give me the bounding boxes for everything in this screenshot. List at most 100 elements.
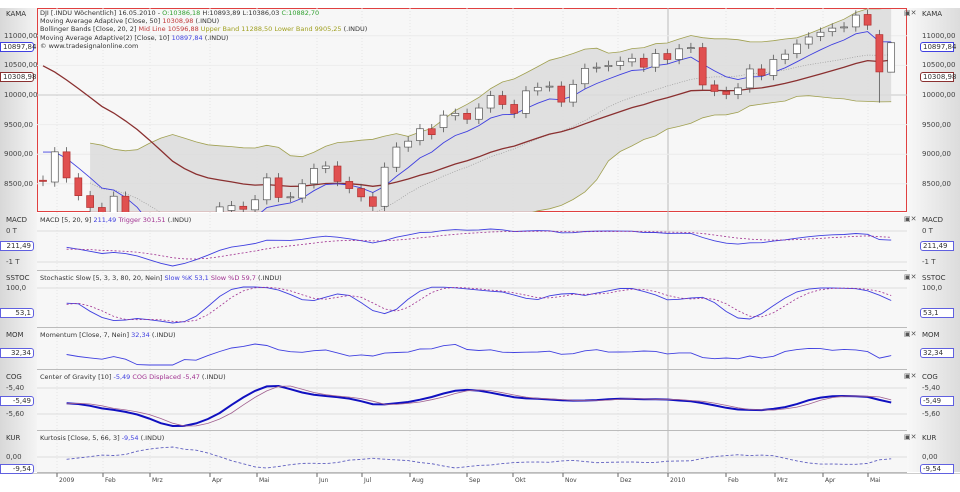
candle-up xyxy=(392,146,401,168)
candle-up xyxy=(439,114,448,128)
right-panel-name-macd[interactable]: MACD xyxy=(922,216,943,224)
left-panel-name-mom[interactable]: MOM xyxy=(6,331,24,339)
legend-line[interactable]: Stochastic Slow [5, 3, 3, 80, 20, Nein] … xyxy=(40,274,282,282)
legend-line[interactable]: Kurtosis [Close, 5, 66, 3] -9,54 (.INDU) xyxy=(40,434,164,442)
sstoc-series-1 xyxy=(66,286,892,323)
left-indicator-tick: 100,0 xyxy=(6,284,27,292)
left-price-tick: 9000,00 xyxy=(4,150,33,159)
kur-plot xyxy=(37,446,907,469)
mom-legend: Momentum [Close, 7, Nein] 32,34 (.INDU) xyxy=(40,331,176,339)
candle-up xyxy=(486,95,495,109)
right-panel-name-cog[interactable]: COG xyxy=(922,373,938,381)
panel-controls-icon[interactable]: ▣✕ xyxy=(904,9,917,17)
candle-up xyxy=(616,60,625,66)
panel-controls-icon[interactable]: ▣✕ xyxy=(904,330,917,338)
time-axis-label: Okt xyxy=(515,477,526,484)
mom-panel[interactable] xyxy=(37,328,907,370)
left-indicator-tick: -5,40 xyxy=(6,384,25,392)
legend-text: (.INDU) xyxy=(255,274,282,282)
candle-down xyxy=(62,151,71,179)
right-panel-name-sstoc[interactable]: SSTOC xyxy=(922,274,946,282)
right-price-tick: 11000,00 xyxy=(922,31,956,40)
kur-series-0 xyxy=(66,446,892,469)
left-panel-name-kur[interactable]: KUR xyxy=(6,434,21,442)
candle-up xyxy=(475,107,483,120)
candle-up xyxy=(769,59,778,76)
left-indicator-tick: -1 T xyxy=(6,258,20,266)
legend-text: (.INDU) xyxy=(149,331,176,339)
time-axis-label: Apr xyxy=(212,477,223,484)
left-sstoc-marker: 53,1 xyxy=(0,308,34,318)
right-panel-name-kama[interactable]: KAMA xyxy=(922,10,943,18)
sstoc-panel[interactable] xyxy=(37,271,907,328)
right-price-tick: 8500,00 xyxy=(922,179,951,188)
candle-up xyxy=(592,66,601,69)
candle-up xyxy=(404,140,413,148)
candle-down xyxy=(498,95,507,105)
left-macd-marker: 211,49 xyxy=(0,241,34,251)
left-panel-name-cog[interactable]: COG xyxy=(6,373,22,381)
legend-text: Bollinger Bands [Close, 20, 2] xyxy=(40,25,139,34)
left-panel-name-macd[interactable]: MACD xyxy=(6,216,27,224)
legend-line[interactable]: Center of Gravity [10] -5,49 COG Displac… xyxy=(40,373,226,381)
candle-down xyxy=(710,84,719,92)
panel-controls-icon[interactable]: ▣✕ xyxy=(904,273,917,281)
macd-panel[interactable] xyxy=(37,213,907,271)
candle-up xyxy=(569,83,577,103)
time-axis-label: Dez xyxy=(620,477,632,484)
legend-text: © www.tradesignalonline.com xyxy=(40,41,139,50)
candle-down xyxy=(98,207,106,212)
legend-line[interactable]: © www.tradesignalonline.com xyxy=(40,42,367,50)
candle-down xyxy=(722,91,731,95)
panel-controls-icon[interactable]: ▣✕ xyxy=(904,433,917,441)
candle-down xyxy=(863,14,872,26)
macd-series-1 xyxy=(66,230,892,260)
left-price-axis[interactable] xyxy=(0,8,37,472)
right-panel-name-kur[interactable]: KUR xyxy=(922,434,937,442)
time-axis[interactable] xyxy=(0,473,960,492)
macd-plot xyxy=(37,228,907,267)
right-indicator-tick: -5,60 xyxy=(922,410,941,418)
candle-up xyxy=(675,48,683,60)
candle-up xyxy=(781,53,789,60)
candle-down xyxy=(39,179,47,182)
legend-text: 10897,84 xyxy=(171,33,203,42)
candle-down xyxy=(357,188,365,198)
left-panel-name-sstoc[interactable]: SSTOC xyxy=(6,274,30,282)
cog-legend: Center of Gravity [10] -5,49 COG Displac… xyxy=(40,373,226,381)
left-price-tick: 9500,00 xyxy=(4,120,33,129)
legend-line[interactable]: Moving Average Adaptive(2) [Close, 10] 1… xyxy=(40,34,367,42)
cog-plot xyxy=(37,384,907,428)
candle-down xyxy=(345,181,354,189)
legend-line[interactable]: Momentum [Close, 7, Nein] 32,34 (.INDU) xyxy=(40,331,176,339)
right-cog-marker: -5,49 xyxy=(920,396,954,406)
legend-line[interactable]: DJI [.INDU Wöchentlich] 16.05.2010 - O:1… xyxy=(40,9,367,17)
time-axis-label: Jul xyxy=(364,477,372,484)
legend-text: C:10882,70 xyxy=(281,9,320,17)
mom-series-0 xyxy=(66,343,892,366)
panel-controls-icon[interactable]: ▣✕ xyxy=(904,372,917,380)
candle-down xyxy=(510,104,519,114)
candle-up xyxy=(262,177,271,201)
cog-panel[interactable] xyxy=(37,370,907,431)
candle-down xyxy=(368,196,377,207)
panel-controls-icon[interactable]: ▣✕ xyxy=(904,215,917,223)
legend-line[interactable]: Moving Average Adaptive [Close, 50] 1030… xyxy=(40,17,367,25)
candle-up xyxy=(321,165,330,169)
left-panel-name-kama[interactable]: KAMA xyxy=(6,10,27,18)
right-panel-name-mom[interactable]: MOM xyxy=(922,331,940,339)
left-price-tick: 8500,00 xyxy=(4,179,33,188)
main-plot xyxy=(37,9,907,212)
candle-up xyxy=(851,14,860,28)
legend-text: Slow %D 59,7 xyxy=(208,274,256,282)
right-price-tick: 10000,00 xyxy=(922,91,956,99)
sstoc-plot xyxy=(37,286,907,324)
right-price-axis[interactable] xyxy=(907,8,960,472)
candle-down xyxy=(86,195,94,208)
legend-text: Moving Average Adaptive(2) [Close, 10] xyxy=(40,33,172,42)
legend-line[interactable]: Bollinger Bands [Close, 20, 2] Mid Line … xyxy=(40,25,367,33)
legend-text: (.INDU) xyxy=(202,33,229,42)
legend-text: Momentum [Close, 7, Nein] xyxy=(40,331,132,339)
legend-line[interactable]: MACD [5, 20, 9] 211,49 Trigger 301,51 (.… xyxy=(40,216,191,224)
left-value-marker: 10897,84 xyxy=(0,42,36,52)
